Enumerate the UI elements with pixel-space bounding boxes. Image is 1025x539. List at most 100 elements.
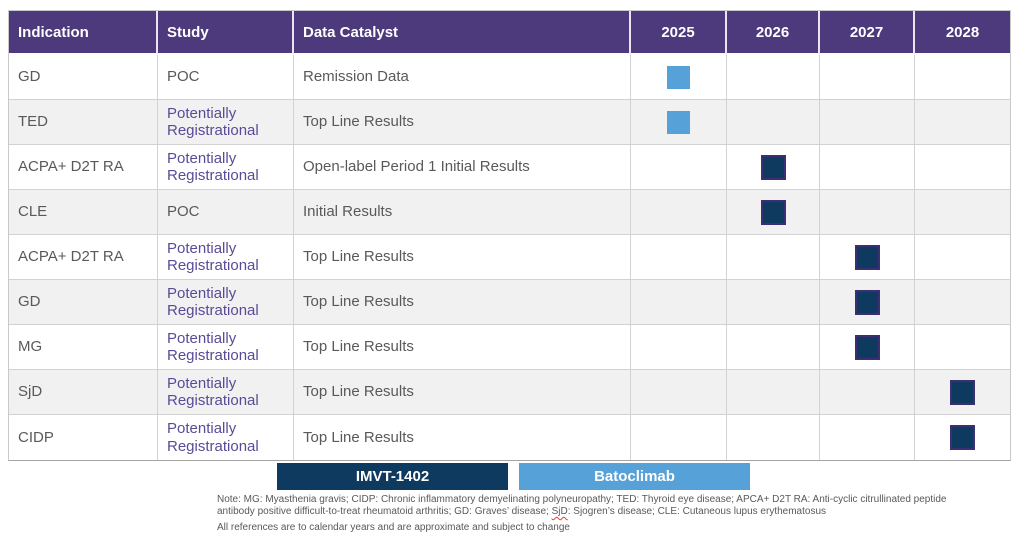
- indication-cell: TED: [9, 100, 158, 145]
- milestone-marker-imvt-1402: [854, 244, 880, 270]
- year-cell-2028: [915, 415, 1010, 460]
- legend-label: IMVT-1402: [355, 468, 430, 485]
- footnote-disclaimer: All references are to calendar years and…: [217, 522, 570, 533]
- study-label: Potentially Registrational: [167, 104, 259, 139]
- study-cell: POC: [158, 55, 294, 100]
- milestone-marker-batoclimab: [667, 65, 690, 89]
- year-cell-2026: [727, 415, 820, 460]
- year-cell-2025: [631, 415, 727, 460]
- year-cell-2027: [820, 145, 915, 190]
- milestone-marker-imvt-1402: [950, 379, 975, 405]
- column-header-year-2025: 2025: [631, 11, 727, 55]
- footnote-abbreviations: Note: MG: Myasthenia gravis; CIDP: Chron…: [217, 494, 965, 518]
- milestone-marker-imvt-1402: [950, 425, 975, 450]
- year-cell-2028: [915, 100, 1010, 145]
- catalyst-cell: Initial Results: [294, 190, 631, 235]
- year-cell-2028: [915, 370, 1010, 415]
- year-cell-2028: [915, 235, 1010, 280]
- year-cell-2027: [820, 325, 915, 370]
- catalyst-cell: Top Line Results: [294, 370, 631, 415]
- study-label: Potentially Registrational: [167, 374, 259, 409]
- spellcheck-word: SjD: [551, 506, 568, 517]
- year-cell-2027: [820, 100, 915, 145]
- year-cell-2026: [727, 100, 820, 145]
- column-header-year-2028: 2028: [915, 11, 1010, 55]
- column-header-year-2026: 2026: [727, 11, 820, 55]
- study-cell: Potentially Registrational: [158, 280, 294, 325]
- year-cell-2027: [820, 190, 915, 235]
- catalyst-cell: Top Line Results: [294, 280, 631, 325]
- year-cell-2025: [631, 325, 727, 370]
- legend-chip-batoclimab: Batoclimab: [519, 463, 750, 490]
- year-cell-2028: [915, 145, 1010, 190]
- catalyst-cell: Top Line Results: [294, 325, 631, 370]
- catalyst-cell: Top Line Results: [294, 235, 631, 280]
- indication-cell: CIDP: [9, 415, 158, 460]
- legend-chip-imvt-1402: IMVT-1402: [277, 463, 508, 490]
- year-cell-2026: [727, 235, 820, 280]
- study-cell: Potentially Registrational: [158, 325, 294, 370]
- year-cell-2027: [820, 280, 915, 325]
- year-cell-2025: [631, 100, 727, 145]
- milestone-marker-imvt-1402: [854, 289, 880, 315]
- year-cell-2028: [915, 280, 1010, 325]
- study-cell: Potentially Registrational: [158, 235, 294, 280]
- year-cell-2025: [631, 55, 727, 100]
- year-cell-2025: [631, 145, 727, 190]
- indication-cell: ACPA+ D2T RA: [9, 235, 158, 280]
- year-cell-2025: [631, 280, 727, 325]
- year-cell-2027: [820, 415, 915, 460]
- year-cell-2026: [727, 55, 820, 100]
- year-cell-2025: [631, 370, 727, 415]
- column-header-indication: Indication: [9, 11, 158, 55]
- study-cell: Potentially Registrational: [158, 145, 294, 190]
- column-header-data-catalyst: Data Catalyst: [294, 11, 631, 55]
- indication-cell: MG: [9, 325, 158, 370]
- study-label: Potentially Registrational: [167, 239, 259, 274]
- study-cell: Potentially Registrational: [158, 415, 294, 460]
- milestone-marker-batoclimab: [667, 110, 690, 134]
- study-label: Potentially Registrational: [167, 420, 259, 455]
- year-cell-2026: [727, 370, 820, 415]
- year-cell-2026: [727, 325, 820, 370]
- year-cell-2028: [915, 325, 1010, 370]
- footnotes: Note: MG: Myasthenia gravis; CIDP: Chron…: [217, 494, 965, 534]
- year-cell-2027: [820, 235, 915, 280]
- year-cell-2025: [631, 190, 727, 235]
- indication-cell: SjD: [9, 370, 158, 415]
- indication-cell: ACPA+ D2T RA: [9, 145, 158, 190]
- study-cell: POC: [158, 190, 294, 235]
- footnote-text: Note: MG: Myasthenia gravis; CIDP: Chron…: [217, 494, 947, 517]
- year-cell-2028: [915, 190, 1010, 235]
- column-header-year-2027: 2027: [820, 11, 915, 55]
- year-cell-2026: [727, 280, 820, 325]
- study-label: Potentially Registrational: [167, 284, 259, 319]
- catalyst-cell: Top Line Results: [294, 100, 631, 145]
- year-cell-2028: [915, 55, 1010, 100]
- study-label: POC: [167, 68, 200, 86]
- product-legend: IMVT-1402 Batoclimab: [277, 463, 750, 490]
- legend-label: Batoclimab: [594, 468, 675, 485]
- indication-cell: CLE: [9, 190, 158, 235]
- milestone-marker-imvt-1402: [760, 154, 786, 180]
- milestone-marker-imvt-1402: [854, 334, 880, 360]
- year-cell-2027: [820, 55, 915, 100]
- year-cell-2026: [727, 145, 820, 190]
- study-cell: Potentially Registrational: [158, 100, 294, 145]
- catalyst-cell: Open-label Period 1 Initial Results: [294, 145, 631, 190]
- study-cell: Potentially Registrational: [158, 370, 294, 415]
- study-label: Potentially Registrational: [167, 149, 259, 184]
- study-label: POC: [167, 203, 200, 221]
- footnote-text: : Sjogren’s disease; CLE: Cutaneous lupu…: [567, 506, 827, 517]
- milestone-table: Indication Study Data Catalyst 2025 2026…: [8, 10, 1011, 461]
- year-cell-2027: [820, 370, 915, 415]
- indication-cell: GD: [9, 280, 158, 325]
- year-cell-2025: [631, 235, 727, 280]
- column-header-study: Study: [158, 11, 294, 55]
- catalyst-cell: Top Line Results: [294, 415, 631, 460]
- catalyst-cell: Remission Data: [294, 55, 631, 100]
- indication-cell: GD: [9, 55, 158, 100]
- milestone-marker-imvt-1402: [760, 199, 786, 225]
- year-cell-2026: [727, 190, 820, 235]
